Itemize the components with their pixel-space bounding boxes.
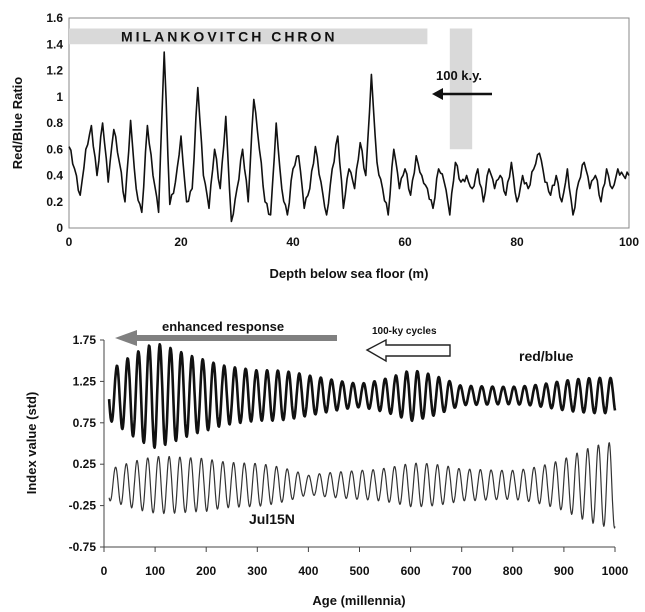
- top-x-tick-label: 40: [286, 235, 300, 249]
- top-y-tick-label: 1.2: [46, 64, 63, 78]
- cycle-arrow: [432, 88, 492, 100]
- cycles-label: 100-ky cycles: [372, 326, 437, 337]
- red-blue-series-line: [107, 343, 617, 449]
- bottom-x-tick-label: 100: [145, 564, 165, 578]
- bottom-x-tick-label: 200: [196, 564, 216, 578]
- bottom-x-axis-label: Age (millennia): [312, 593, 405, 608]
- top-y-tick-label: 1.4: [46, 37, 63, 51]
- top-x-tick-label: 0: [66, 235, 73, 249]
- bottom-x-tick-label: 500: [349, 564, 369, 578]
- chart-top: MILANKOVITCH CHRON 100 k.y. 0 0.2 0.4 0.6 0.…: [10, 11, 639, 281]
- bottom-y-tick-label: 1.25: [73, 374, 97, 388]
- bottom-y-tick-label: -0.25: [69, 499, 97, 513]
- bottom-x-tick-label: 600: [401, 564, 421, 578]
- red-blue-legend: red/blue: [519, 348, 574, 364]
- bottom-x-tick-label: 300: [247, 564, 267, 578]
- top-x-tick-label: 60: [398, 235, 412, 249]
- top-x-tick-label: 80: [510, 235, 524, 249]
- top-y-tick-label: 0.8: [46, 116, 63, 130]
- top-y-tick-label: 1.6: [46, 11, 63, 25]
- bottom-x-tick-label: 0: [101, 564, 108, 578]
- bottom-y-tick-label: 1.75: [73, 333, 97, 347]
- top-x-tick-label: 20: [174, 235, 188, 249]
- top-y-tick-label: 1: [56, 90, 63, 104]
- bottom-y-axis-label: Index value (std): [24, 392, 39, 495]
- top-x-tick-label: 100: [619, 235, 639, 249]
- enhanced-response-arrow: [115, 330, 337, 346]
- bottom-y-tick-label: 0.75: [73, 416, 97, 430]
- top-plot-area: [68, 17, 630, 229]
- top-y-tick-label: 0: [56, 221, 63, 235]
- milankovitch-label: MILANKOVITCH CHRON: [121, 28, 338, 44]
- enhanced-response-label: enhanced response: [162, 319, 284, 334]
- bottom-x-tick-label: 900: [554, 564, 574, 578]
- bottom-x-tick-label: 1000: [602, 564, 629, 578]
- top-series-line: [68, 51, 630, 223]
- top-y-tick-label: 0.4: [46, 169, 63, 183]
- top-x-axis-label: Depth below sea floor (m): [270, 266, 429, 281]
- jul15n-series-line: [108, 442, 616, 529]
- cycle-bar: [449, 28, 473, 150]
- bottom-x-tick-label: 400: [298, 564, 318, 578]
- top-y-tick-label: 0.2: [46, 195, 63, 209]
- bottom-y-tick-label: 0.25: [73, 457, 97, 471]
- bottom-y-tick-label: -0.75: [69, 540, 97, 554]
- bottom-x-tick-label: 800: [503, 564, 523, 578]
- top-y-tick-label: 0.6: [46, 142, 63, 156]
- cycles-arrow: [365, 338, 451, 363]
- jul15n-legend: Jul15N: [249, 511, 295, 527]
- milankovitch-band: [69, 28, 428, 45]
- chart-bottom: enhanced response 100-ky cycles 1.75 1.25…: [24, 319, 629, 608]
- top-y-axis-label: Red/Blue Ratio: [10, 77, 25, 170]
- cycle-label: 100 k.y.: [436, 68, 482, 83]
- bottom-x-tick-label: 700: [452, 564, 472, 578]
